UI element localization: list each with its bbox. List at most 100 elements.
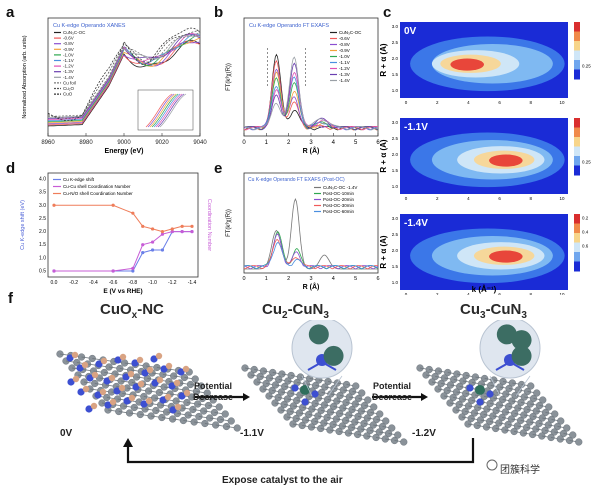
legend-entry: -1.0V bbox=[339, 54, 350, 59]
y-tick-label: 0.5 bbox=[39, 269, 46, 275]
x-tick-label: 4 bbox=[467, 196, 470, 201]
x-tick-label: 0 bbox=[405, 292, 408, 295]
carbon-atom bbox=[551, 410, 559, 418]
nitrogen-atom bbox=[178, 392, 186, 400]
legend-entry: Cu-Cu shell Coordination Number bbox=[63, 184, 131, 189]
exafs-series-3 bbox=[243, 71, 379, 131]
x-tick-label: -0.6 bbox=[109, 280, 118, 286]
carbon-atom bbox=[233, 424, 241, 432]
zoom-copper-atom bbox=[511, 345, 532, 366]
return-arrow-label: Expose catalyst to the air bbox=[222, 475, 343, 486]
data-point bbox=[150, 248, 155, 252]
exafs-series-0 bbox=[243, 53, 379, 131]
plot-frame bbox=[243, 172, 379, 274]
carbon-atom bbox=[557, 417, 565, 425]
copper-oxide-atom bbox=[136, 356, 144, 364]
nitrogen-atom bbox=[311, 390, 319, 398]
nitrogen-atom bbox=[95, 360, 103, 368]
nitrogen-atom bbox=[151, 379, 159, 387]
caption-cuox-nc: CuOx-NC bbox=[100, 301, 164, 321]
y-tick-label: 2.0 bbox=[39, 229, 46, 235]
copper-oxide-atom bbox=[118, 384, 126, 392]
legend-entry: -0.9V bbox=[63, 47, 74, 52]
heatmap-0: 0V 0.25 0 2 4 6 8 10 1.0 1.5 2.0 2.5 3.0 R + α (Å) bbox=[380, 22, 591, 105]
contour bbox=[489, 250, 523, 263]
inset-series-2 bbox=[149, 93, 177, 128]
legend-entry: -1.1V bbox=[339, 60, 350, 65]
nitrogen-atom bbox=[132, 383, 140, 391]
post-oc-series-1 bbox=[243, 231, 379, 270]
copper-atom bbox=[300, 385, 310, 395]
carbon-atom bbox=[527, 382, 535, 390]
x-tick-label: 9040 bbox=[193, 140, 207, 146]
nitrogen-atom bbox=[94, 391, 102, 399]
colorbar-tick: 0.2 bbox=[582, 216, 589, 221]
x-tick-label: -1.0 bbox=[148, 280, 157, 286]
copper-oxide-atom bbox=[128, 394, 136, 402]
x-tick-label: 2 bbox=[287, 140, 291, 146]
x-tick-label: 8960 bbox=[41, 140, 55, 146]
data-point bbox=[160, 229, 165, 234]
zoom-copper-atom bbox=[511, 330, 532, 351]
exafs-series-7 bbox=[243, 62, 379, 131]
copper-oxide-atom bbox=[81, 361, 89, 369]
y-tick-label: 1.5 bbox=[392, 168, 399, 173]
legend-entry: Cu₂O bbox=[63, 86, 74, 91]
x-tick-label: 0.0 bbox=[51, 280, 58, 286]
post-oc-series-3 bbox=[243, 239, 379, 270]
copper-oxide-atom bbox=[100, 357, 108, 365]
x-axis-label: R (Å) bbox=[303, 282, 320, 291]
data-point bbox=[160, 232, 165, 236]
x-tick-label: 4 bbox=[467, 100, 470, 105]
data-point bbox=[170, 227, 174, 231]
nitrogen-atom bbox=[159, 396, 167, 404]
colorbar-step bbox=[574, 41, 580, 51]
x-tick-label: 2 bbox=[436, 196, 439, 201]
heatmap-label: 0V bbox=[404, 26, 417, 37]
post-oc-series-4 bbox=[243, 242, 379, 270]
x-tick-label: 6 bbox=[376, 140, 380, 146]
carbon-atom bbox=[215, 403, 223, 411]
colorbar-step bbox=[574, 261, 580, 272]
legend-entry: Cu foil bbox=[63, 80, 76, 85]
zoom-connector bbox=[489, 375, 501, 397]
nitrogen-atom bbox=[301, 398, 309, 406]
legend-entry: -0.8V bbox=[339, 42, 350, 47]
nitrogen-atom bbox=[114, 356, 122, 364]
data-point bbox=[180, 224, 184, 228]
colorbar-step bbox=[574, 31, 580, 42]
x-tick-label: 8 bbox=[530, 100, 533, 105]
heatmap-label: -1.4V bbox=[404, 218, 428, 229]
x-tick-label: -0.2 bbox=[69, 280, 78, 286]
copper-oxide-atom bbox=[109, 398, 117, 406]
legend-entry: Post-OC-30min bbox=[323, 203, 355, 208]
legend-entry: -1.0V bbox=[63, 52, 74, 57]
copper-oxide-atom bbox=[137, 380, 145, 388]
nitrogen-atom bbox=[476, 398, 484, 406]
carbon-atom bbox=[545, 403, 553, 411]
y-tick-label: 2.5 bbox=[392, 40, 399, 45]
x-tick-label: -0.4 bbox=[89, 280, 98, 286]
legend-entry: -1.3V bbox=[339, 72, 350, 77]
colorbar-step bbox=[574, 60, 580, 70]
legend-entry: CuN₃C-OC bbox=[339, 30, 362, 35]
x-tick-label: 5 bbox=[354, 276, 357, 282]
y-tick-label: 1.5 bbox=[392, 72, 399, 77]
x-tick-label: 2 bbox=[287, 276, 290, 282]
nitrogen-atom bbox=[66, 354, 74, 362]
copper-oxide-atom bbox=[91, 371, 99, 379]
x-tick-label: 8 bbox=[530, 196, 533, 201]
x-tick-label: 3 bbox=[309, 140, 313, 146]
xanes-series-8 bbox=[47, 35, 201, 118]
nitrogen-atom bbox=[169, 406, 177, 414]
y-tick-label: 2.5 bbox=[392, 136, 399, 141]
carbon-atom bbox=[376, 410, 384, 418]
data-point bbox=[190, 224, 194, 228]
inset-series-4 bbox=[153, 93, 181, 128]
data-point bbox=[141, 224, 145, 228]
colorbar-tick: 0.4 bbox=[582, 230, 589, 235]
exafs-series-6 bbox=[243, 71, 379, 131]
nitrogen-atom bbox=[131, 359, 139, 367]
colorbar-step bbox=[574, 252, 580, 262]
